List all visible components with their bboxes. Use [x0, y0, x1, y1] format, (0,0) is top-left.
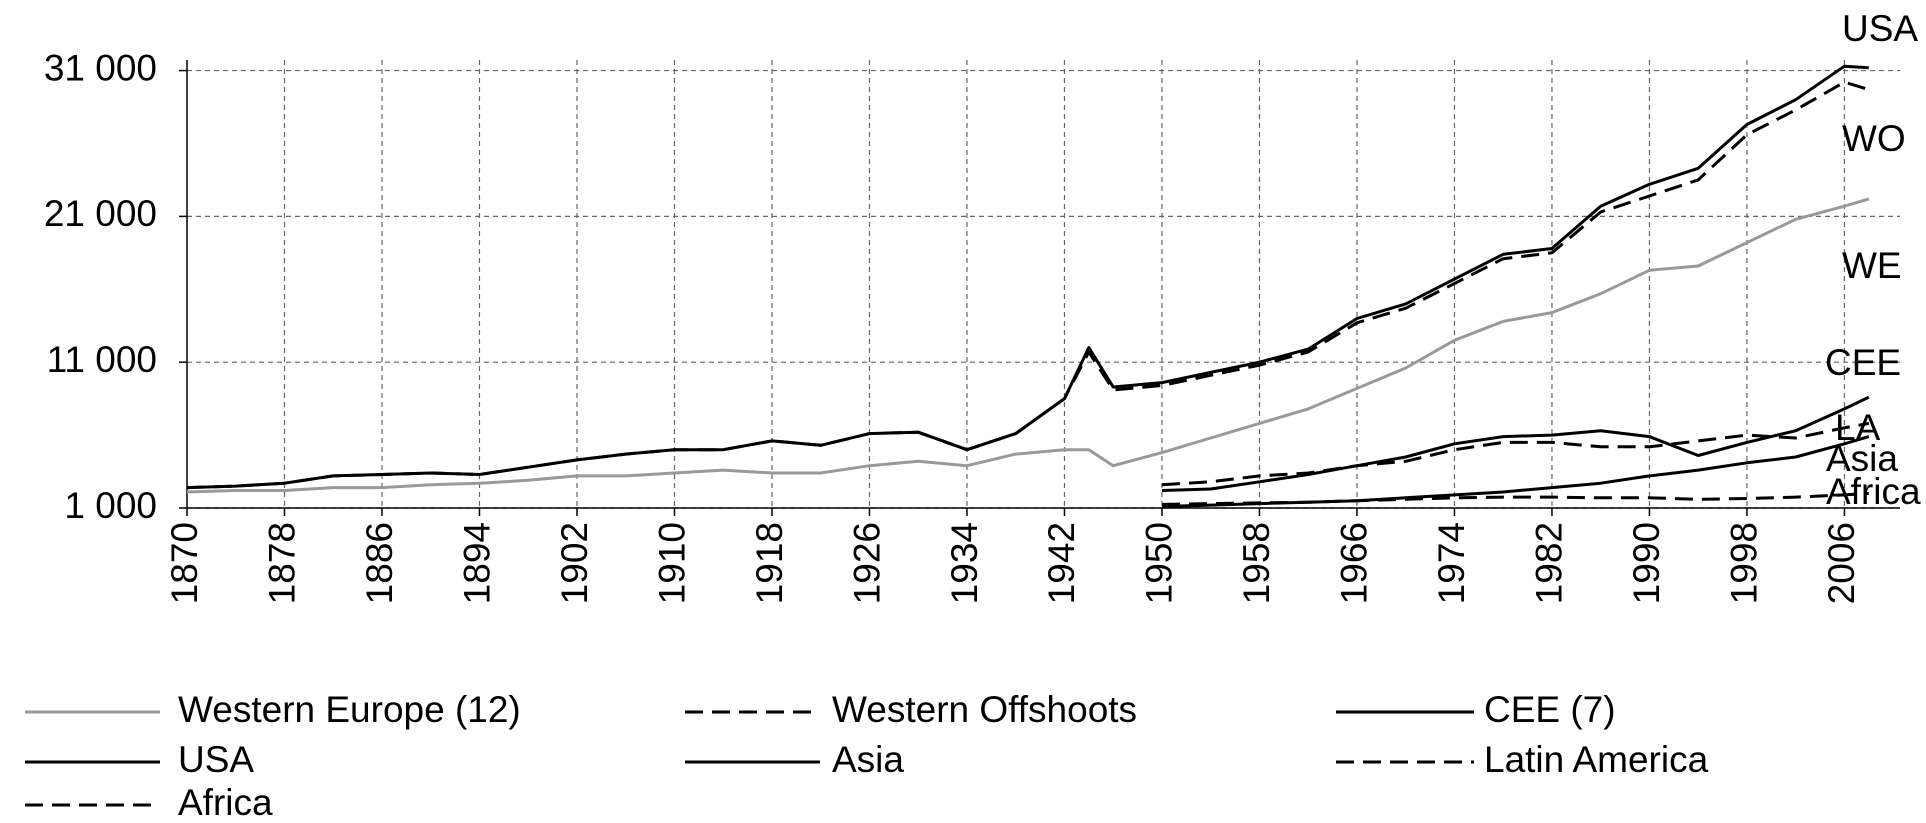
- x-tick-label: 1910: [651, 522, 692, 604]
- x-tick-label: 1934: [944, 522, 985, 604]
- y-tick-label: 31 000: [44, 47, 157, 88]
- end-label: CEE: [1825, 342, 1901, 383]
- x-tick-label: 1870: [164, 522, 205, 604]
- end-label: Africa: [1826, 471, 1921, 512]
- x-tick-label: 1958: [1236, 522, 1277, 604]
- x-tick-label: 1926: [846, 522, 887, 604]
- x-tick-label: 1950: [1139, 522, 1180, 604]
- x-tick-label: 1974: [1431, 522, 1472, 604]
- series-line: [186, 64, 1869, 490]
- legend-label: Latin America: [1484, 739, 1709, 780]
- legend-label: Asia: [832, 739, 904, 780]
- x-tick-label: 1878: [261, 522, 302, 604]
- x-tick-label: 1942: [1041, 522, 1082, 604]
- legend-label: USA: [178, 739, 254, 780]
- series-line: [1161, 491, 1869, 506]
- x-tick-label: 1902: [554, 522, 595, 604]
- x-tick-label: 1998: [1724, 522, 1765, 604]
- end-label: WO: [1842, 118, 1906, 159]
- x-tick-label: 1990: [1626, 522, 1667, 604]
- end-label: Asia: [1826, 438, 1898, 479]
- x-tick-label: 1918: [749, 522, 790, 604]
- end-label: LA: [1835, 407, 1881, 448]
- y-tick-label: 1 000: [64, 485, 157, 526]
- end-label: USA: [1842, 8, 1918, 49]
- y-tick-label: 21 000: [44, 193, 157, 234]
- x-tick-label: 1982: [1529, 522, 1570, 604]
- series-line: [186, 197, 1870, 494]
- x-tick-label: 1966: [1334, 522, 1375, 604]
- legend-label: Western Offshoots: [832, 689, 1137, 730]
- legend-label: Western Europe (12): [178, 689, 521, 730]
- x-tick-label: 1886: [359, 522, 400, 604]
- x-tick-label: 2006: [1821, 522, 1862, 604]
- series-line: [1161, 421, 1870, 487]
- end-label: WE: [1842, 245, 1902, 286]
- x-tick-label: 1894: [456, 522, 497, 604]
- y-tick-label: 11 000: [47, 339, 157, 380]
- series-line: [1161, 395, 1870, 492]
- legend-label: CEE (7): [1484, 689, 1616, 730]
- legend-label: Africa: [178, 782, 273, 823]
